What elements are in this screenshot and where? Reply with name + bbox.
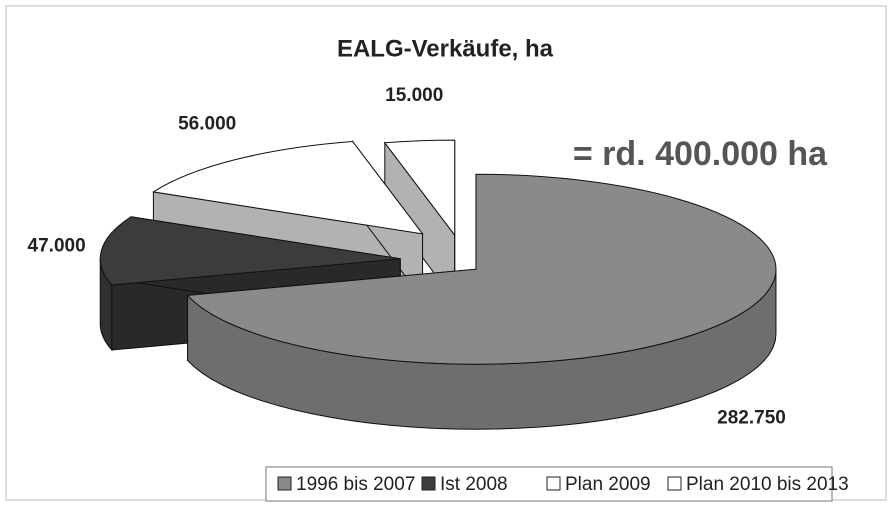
legend-swatch [277,476,292,491]
legend-label: Plan 2009 [565,474,651,495]
legend-label: Plan 2010 bis 2013 [686,474,849,495]
legend-swatch [546,476,561,491]
annotation: = rd. 400.000 ha [573,135,828,173]
slice [186,173,777,365]
slice-cut-shade [384,142,455,301]
legend-label: 1996 bis 2007 [296,474,415,495]
data-label: 47.000 [28,235,86,256]
legend-swatch [667,476,682,491]
data-label: 56.000 [178,114,236,135]
slice-group [186,173,777,430]
slice [152,140,424,235]
legend-swatch [421,476,436,491]
slice-wall-shade [187,269,776,430]
legend-label: Ist 2008 [440,474,508,495]
chart-title: EALG-Verkäufe, ha [337,35,554,62]
slice [99,216,401,286]
data-label: 15.000 [385,85,443,106]
data-label: 282.750 [717,407,786,428]
slice [383,139,456,237]
